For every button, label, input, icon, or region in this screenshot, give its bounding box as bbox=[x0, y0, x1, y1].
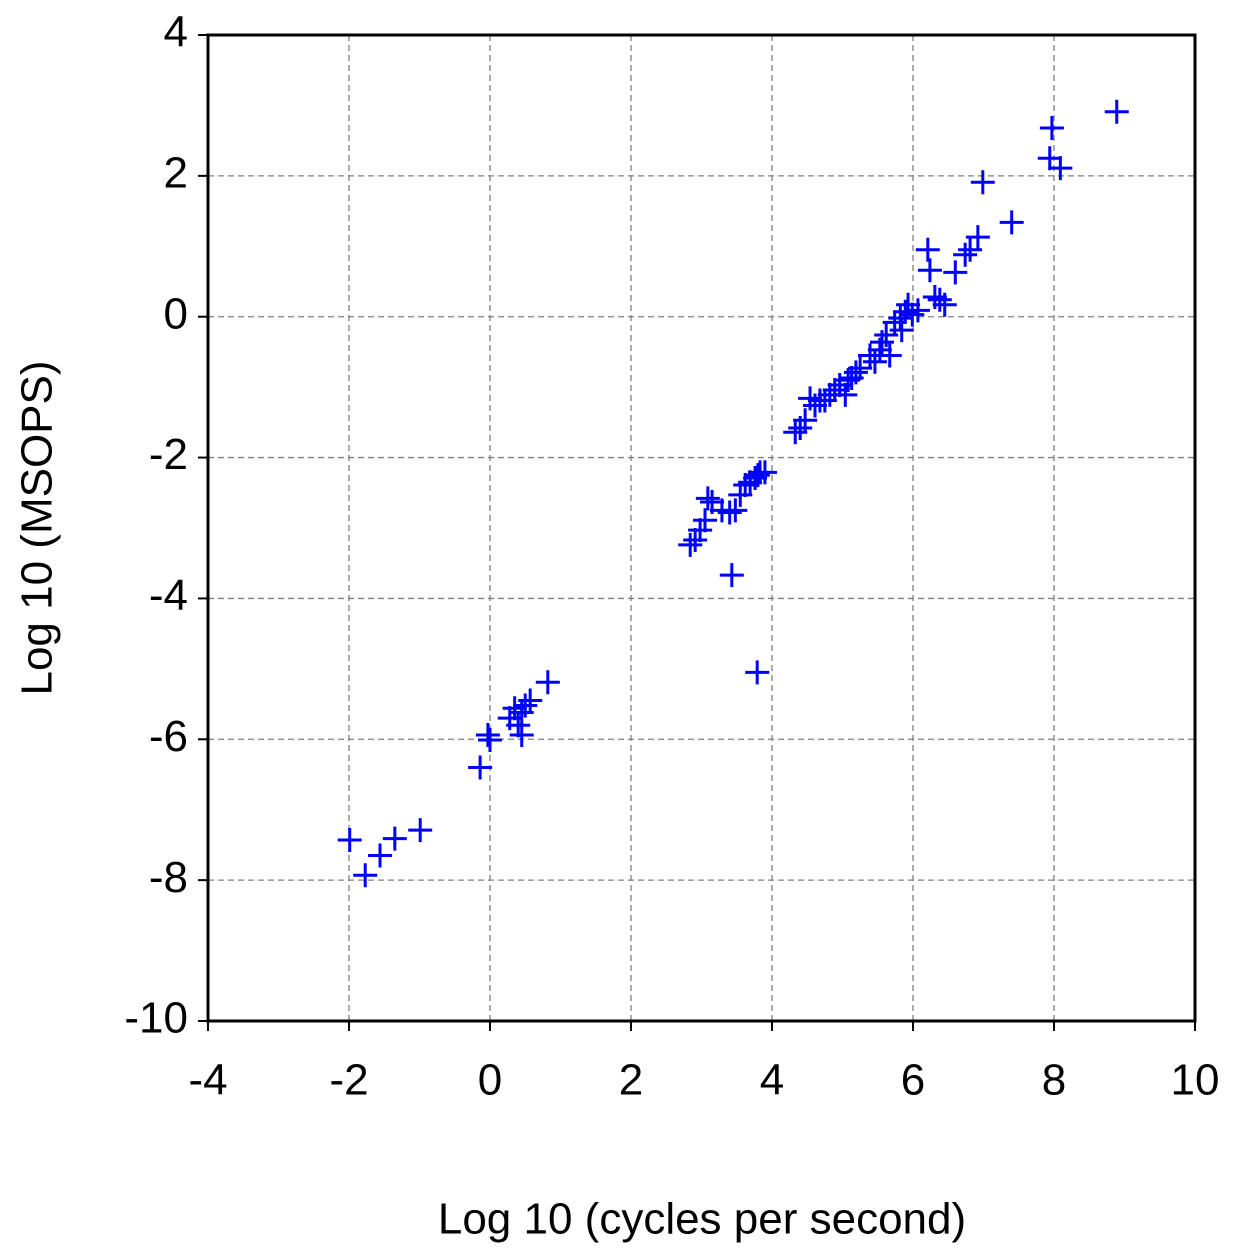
x-tick-label: 0 bbox=[478, 1056, 502, 1105]
y-axis-label: Log 10 (MSOPS) bbox=[13, 360, 62, 695]
y-tick-label: -4 bbox=[149, 571, 188, 620]
x-tick-label: 10 bbox=[1171, 1056, 1220, 1105]
point bbox=[932, 292, 957, 317]
y-tick-label: 2 bbox=[164, 148, 188, 197]
point bbox=[368, 843, 393, 868]
point bbox=[693, 508, 718, 533]
plot-frame bbox=[206, 33, 1197, 1023]
point bbox=[1048, 156, 1073, 181]
point bbox=[752, 460, 777, 485]
point bbox=[896, 292, 921, 317]
y-tick-label: -6 bbox=[149, 712, 188, 761]
point bbox=[927, 287, 952, 312]
x-tick-label: -2 bbox=[329, 1056, 368, 1105]
point bbox=[513, 693, 538, 718]
point bbox=[353, 863, 378, 888]
point bbox=[509, 723, 534, 748]
point bbox=[518, 688, 543, 713]
point bbox=[678, 532, 703, 557]
x-tick-label: -4 bbox=[188, 1056, 227, 1105]
point bbox=[1039, 115, 1064, 140]
point bbox=[382, 826, 407, 851]
x-tick-label: 6 bbox=[901, 1056, 925, 1105]
point bbox=[889, 318, 914, 343]
point bbox=[337, 827, 362, 852]
point bbox=[728, 482, 753, 507]
point bbox=[917, 258, 942, 283]
point bbox=[843, 360, 868, 385]
x-tick-label: 8 bbox=[1042, 1056, 1066, 1105]
point bbox=[965, 225, 990, 250]
point bbox=[683, 527, 708, 552]
y-tick-label: -10 bbox=[124, 994, 188, 1043]
x-tick-label: 2 bbox=[619, 1056, 643, 1105]
point bbox=[719, 563, 744, 588]
point bbox=[475, 723, 500, 748]
point bbox=[953, 242, 978, 267]
y-tick-label: -2 bbox=[149, 430, 188, 479]
point bbox=[717, 500, 742, 525]
point bbox=[848, 356, 873, 381]
point bbox=[905, 298, 930, 323]
point bbox=[745, 660, 770, 685]
y-tick-label: -8 bbox=[149, 853, 188, 902]
point bbox=[877, 343, 902, 368]
point bbox=[900, 302, 925, 327]
point bbox=[970, 170, 995, 195]
point bbox=[874, 323, 899, 348]
point bbox=[468, 755, 493, 780]
point bbox=[506, 713, 531, 738]
point bbox=[812, 388, 837, 413]
point bbox=[688, 518, 713, 543]
x-axis-label: Log 10 (cycles per second) bbox=[438, 1195, 966, 1244]
point bbox=[1037, 146, 1062, 171]
point bbox=[833, 382, 858, 407]
point bbox=[943, 260, 968, 285]
point bbox=[999, 210, 1024, 235]
point bbox=[862, 349, 887, 374]
point bbox=[743, 465, 768, 490]
point bbox=[783, 420, 808, 445]
point bbox=[958, 237, 983, 262]
y-tick-label: 4 bbox=[164, 8, 188, 57]
point bbox=[915, 237, 940, 262]
point bbox=[478, 727, 502, 752]
y-tick-label: 0 bbox=[164, 289, 188, 338]
point bbox=[1104, 99, 1129, 124]
point bbox=[793, 408, 818, 433]
point bbox=[535, 670, 560, 695]
point bbox=[803, 393, 828, 418]
x-tick-label: 4 bbox=[760, 1056, 784, 1105]
point bbox=[723, 498, 748, 523]
point bbox=[822, 377, 847, 402]
point bbox=[695, 486, 720, 511]
point bbox=[408, 818, 433, 843]
